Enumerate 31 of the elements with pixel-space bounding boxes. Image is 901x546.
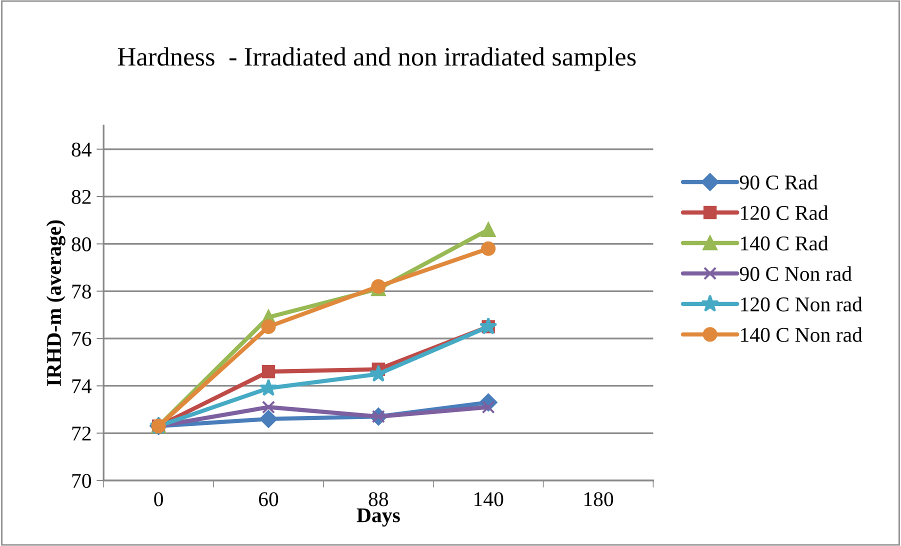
legend-label: 120 C Rad	[741, 205, 828, 220]
legend-label: 120 C Non rad	[741, 296, 862, 312]
legend-label: 90 C Rad	[740, 174, 818, 190]
point	[261, 319, 276, 334]
x-axis-title: Days	[356, 508, 400, 527]
legend-label: 140 C Non rad	[741, 327, 862, 342]
x-tick-label: 180	[584, 492, 614, 506]
y-tick-label: 74	[72, 379, 92, 394]
point	[262, 365, 276, 378]
x-tick-label: 140	[474, 492, 504, 506]
point	[481, 222, 496, 237]
y-tick-label: 70	[72, 474, 92, 488]
y-axis-title: IRHD-m (average)	[46, 220, 66, 386]
y-tick-label: 78	[72, 284, 92, 299]
y-tick-label: 72	[72, 426, 91, 440]
point	[260, 410, 278, 428]
legend-label: 90 C Non rad	[740, 266, 852, 281]
x-tick-label: 0	[154, 492, 163, 506]
y-tick-label: 82	[72, 190, 91, 204]
x-tick-label: 88	[368, 492, 388, 506]
point	[369, 364, 388, 382]
y-tick-label: 76	[72, 332, 92, 346]
chart-title: Hardness - Irradiated and non irradiated samples	[118, 47, 636, 72]
point	[481, 241, 496, 256]
y-tick-label: 84	[72, 142, 92, 157]
point	[262, 400, 276, 414]
point	[479, 317, 498, 334]
point	[260, 378, 278, 396]
x-tick-label: 60	[258, 492, 278, 506]
legend-label: 140 C Rad	[741, 236, 828, 250]
y-tick-label: 80	[72, 237, 92, 252]
